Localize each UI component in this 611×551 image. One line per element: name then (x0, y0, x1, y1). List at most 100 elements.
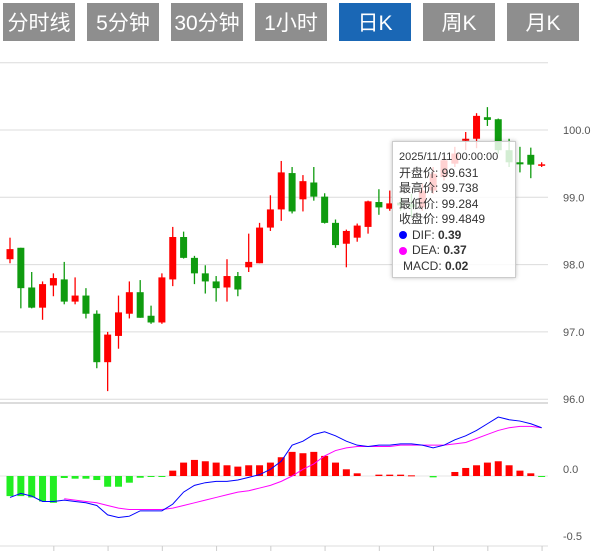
tab-1hour[interactable]: 1小时 (255, 3, 327, 41)
candle-body (299, 181, 307, 200)
macd-histogram-bar (397, 474, 405, 476)
macd-histogram-bar (429, 476, 437, 478)
macd-histogram-bar (6, 476, 14, 497)
macd-histogram-bar (494, 461, 502, 476)
tab-timeshare[interactable]: 分时线 (3, 3, 75, 41)
macd-histogram-bar (234, 466, 242, 476)
macd-histogram-bar (39, 476, 47, 502)
tooltip-open: 开盘价: 99.631 (399, 165, 479, 180)
macd-histogram-bar (104, 476, 112, 487)
macd-tick-label: 0.0 (563, 464, 578, 476)
tab-weekly[interactable]: 周K (423, 3, 495, 41)
macd-histogram-bar (483, 462, 491, 476)
candle-body (60, 279, 68, 302)
candle-body (473, 115, 481, 139)
macd-histogram-bar (82, 476, 90, 479)
candle-body (169, 237, 177, 280)
macd-histogram-bar (115, 476, 122, 487)
macd-histogram-bar (353, 473, 361, 476)
macd-histogram-bar (256, 465, 264, 476)
dif-dot-icon (399, 231, 407, 240)
tooltip-macd: MACD: 0.02 (403, 258, 469, 273)
macd-histogram-bar (342, 469, 350, 476)
candle-body (17, 247, 25, 289)
price-tick-label: 98.0 (563, 260, 584, 272)
candle-body (321, 196, 329, 223)
tooltip-close: 收盘价: 99.4849 (399, 212, 486, 226)
macd-histogram-bar (212, 462, 220, 476)
candle-body (212, 281, 220, 289)
period-tabs: 分时线 5分钟 30分钟 1小时 日K 周K 月K (3, 3, 579, 41)
candle-body (6, 249, 14, 260)
tooltip-dif: DIF: 0.39 (399, 228, 515, 244)
candle-body (49, 278, 57, 286)
dif-line (9, 416, 542, 519)
macd-histogram-bar (169, 470, 177, 476)
macd-histogram-bar (407, 475, 415, 477)
macd-histogram-bar (516, 470, 524, 476)
candle-body (277, 172, 285, 210)
candle-body (364, 201, 372, 227)
macd-histogram-bar (375, 474, 383, 476)
macd-histogram-bar (473, 465, 481, 476)
candle-body (353, 225, 361, 238)
candle-body (256, 227, 264, 264)
macd-histogram-bar (158, 476, 166, 477)
tooltip-high: 最高价: 99.738 (399, 181, 479, 195)
candle-body (234, 276, 242, 290)
macd-histogram-bar (28, 476, 36, 498)
macd-histogram-bar (538, 476, 546, 477)
macd-histogram-bar (277, 457, 285, 476)
price-tick-label: 100.0 (563, 125, 591, 137)
macd-histogram-bar (299, 453, 307, 476)
tooltip-dea: DEA: 0.37 (399, 243, 515, 259)
candle-body (180, 237, 188, 258)
candle-body (462, 138, 470, 141)
candle-body (527, 154, 535, 165)
candle-body (386, 203, 394, 209)
candle-body (93, 313, 101, 363)
candle-body (516, 162, 524, 165)
dea-line (64, 425, 542, 510)
macd-histogram-bar (245, 465, 253, 476)
price-tick-label: 97.0 (563, 327, 584, 339)
macd-histogram-bar (462, 467, 470, 476)
candle-body (266, 209, 274, 228)
macd-histogram-bar (49, 476, 57, 503)
macd-histogram-bar (60, 476, 68, 479)
macd-histogram-bar (125, 476, 133, 483)
macd-histogram-bar (321, 455, 329, 476)
candle-body (115, 312, 122, 336)
tooltip-low: 最低价: 99.284 (399, 196, 479, 211)
candle-body (245, 261, 253, 268)
price-tick-label: 99.0 (563, 192, 584, 204)
macd-histogram-bar (180, 462, 188, 476)
candle-body (147, 315, 155, 323)
candle-body (158, 277, 166, 323)
price-tick-label: 96.0 (563, 394, 584, 406)
macd-histogram-bar (386, 474, 394, 476)
macd-histogram-bar (136, 476, 144, 478)
candle-body (71, 295, 79, 302)
candle-body (332, 222, 339, 246)
macd-histogram-bar (527, 473, 535, 476)
tab-30min[interactable]: 30分钟 (171, 3, 243, 41)
macd-histogram-bar (288, 451, 296, 476)
candle-body (375, 202, 383, 208)
candle-body (310, 182, 318, 197)
macd-histogram-bar (223, 465, 231, 476)
candle-tooltip: 2025/11/11 00:00:00 开盘价: 99.631 最高价: 99.… (392, 141, 516, 278)
tab-5min[interactable]: 5分钟 (87, 3, 159, 41)
macd-histogram-bar (451, 471, 459, 476)
candle-body (223, 276, 231, 288)
macd-histogram-bar (147, 476, 155, 477)
tab-daily[interactable]: 日K (339, 3, 411, 41)
macd-histogram-bar (190, 459, 198, 476)
tooltip-date: 2025/11/11 00:00:00 (399, 151, 499, 163)
candle-body (494, 119, 502, 151)
candle-body (342, 230, 350, 244)
tab-monthly[interactable]: 月K (507, 3, 579, 41)
macd-histogram-bar (17, 476, 25, 497)
macd-histogram-bar (201, 461, 209, 476)
